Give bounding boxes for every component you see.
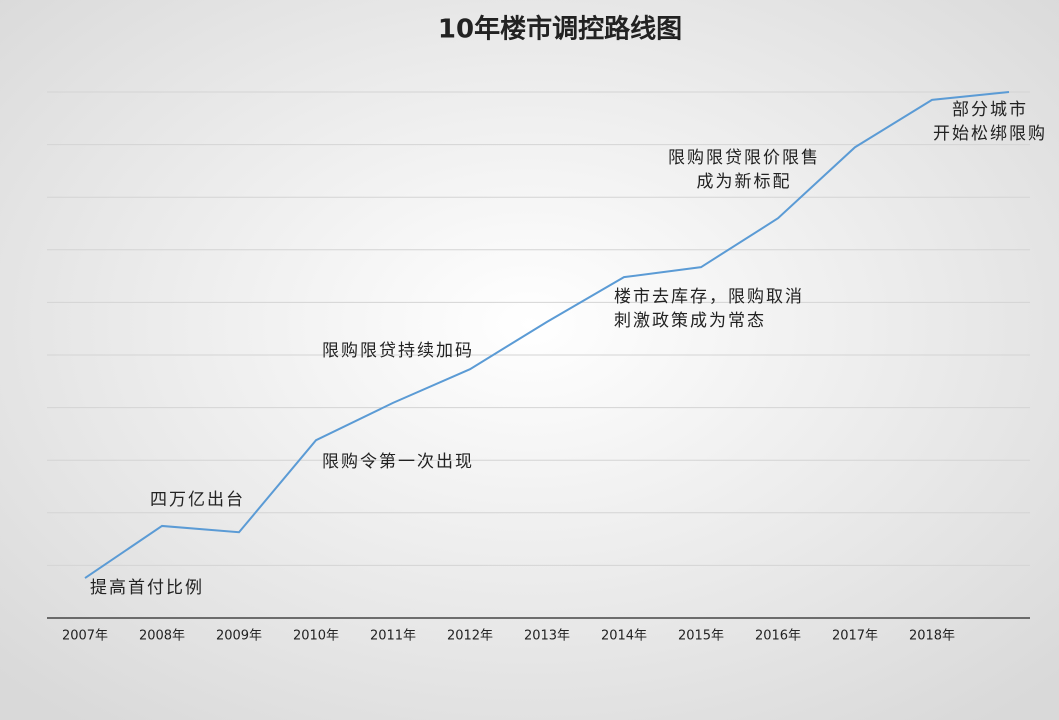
annotation: 部分城市: [952, 100, 1028, 120]
annotation: 提高首付比例: [90, 578, 204, 598]
x-tick-label: 2012年: [447, 629, 493, 644]
annotation: 四万亿出台: [150, 490, 245, 510]
x-tick-label: 2009年: [216, 629, 262, 644]
annotation: 限购限贷持续加码: [322, 341, 474, 361]
annotation: 限购限贷限价限售: [668, 148, 820, 168]
x-tick-label: 2011年: [370, 629, 416, 644]
annotation: 楼市去库存，限购取消: [614, 287, 804, 307]
x-tick-label: 2013年: [524, 629, 570, 644]
annotation: 开始松绑限购: [933, 124, 1047, 144]
x-tick-label: 2014年: [601, 629, 647, 644]
x-tick-label: 2010年: [293, 629, 339, 644]
x-tick-label: 2017年: [832, 629, 878, 644]
annotation: 刺激政策成为常态: [614, 311, 766, 331]
line-series: [84, 91, 1010, 579]
x-tick-label: 2018年: [909, 629, 955, 644]
annotation: 限购令第一次出现: [322, 452, 474, 472]
x-tick-label: 2015年: [678, 629, 724, 644]
x-tick-label: 2008年: [139, 629, 185, 644]
x-tick-label: 2016年: [755, 629, 801, 644]
chart-title: 10年楼市调控路线图: [438, 14, 682, 45]
x-tick-label: 2007年: [62, 629, 108, 644]
annotation: 成为新标配: [697, 172, 792, 192]
